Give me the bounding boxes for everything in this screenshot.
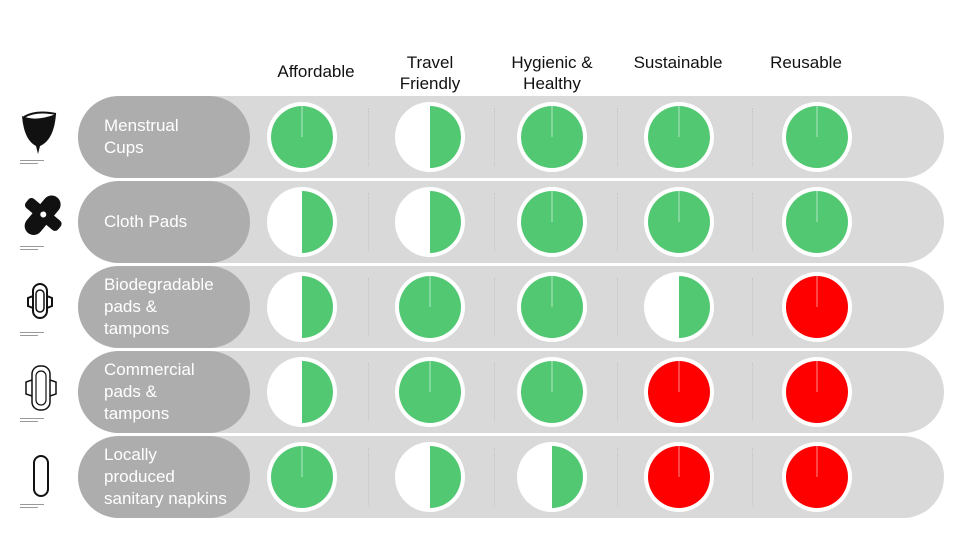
harvey-fill <box>302 276 333 338</box>
harvey-ball-cloth-pads-reusable <box>782 187 852 257</box>
harvey-ball-locally-produced-sanitary-napkins-travel-friendly <box>395 442 465 512</box>
harvey-ball-menstrual-cups-travel-friendly <box>395 102 465 172</box>
cell-divider <box>617 448 618 506</box>
cell-divider <box>617 193 618 251</box>
harvey-ball-commercial-pads-tampons-hygienic-healthy <box>517 357 587 427</box>
cell-divider <box>494 278 495 336</box>
column-header-sustainable: Sustainable <box>633 53 723 72</box>
column-header-affordable: Affordable <box>277 62 355 81</box>
harvey-ball-commercial-pads-tampons-sustainable <box>644 357 714 427</box>
harvey-ball-menstrual-cups-affordable <box>267 102 337 172</box>
cell-divider <box>752 193 753 251</box>
harvey-ball-commercial-pads-tampons-affordable <box>267 357 337 427</box>
harvey-ball-cloth-pads-travel-friendly <box>395 187 465 257</box>
harvey-ball-locally-produced-sanitary-napkins-reusable <box>782 442 852 512</box>
cell-divider <box>617 108 618 166</box>
menstrual-cup-icon <box>20 111 57 164</box>
cell-divider <box>368 278 369 336</box>
cell-divider <box>752 108 753 166</box>
cell-divider <box>752 278 753 336</box>
row-label-cloth-pads: Cloth Pads <box>78 181 250 263</box>
sanitary-napkin-icon <box>20 455 49 508</box>
cell-divider <box>368 108 369 166</box>
cell-divider <box>617 278 618 336</box>
column-header-reusable: Reusable <box>770 53 842 72</box>
harvey-ball-biodegradable-pads-tampons-hygienic-healthy <box>517 272 587 342</box>
harvey-ball-cloth-pads-hygienic-healthy <box>517 187 587 257</box>
harvey-ball-commercial-pads-tampons-reusable <box>782 357 852 427</box>
row-label-commercial: Commercial pads & tampons <box>78 351 250 433</box>
cell-divider <box>752 448 753 506</box>
cell-divider <box>752 363 753 421</box>
harvey-ball-menstrual-cups-sustainable <box>644 102 714 172</box>
commercial-pad-icon <box>20 365 57 422</box>
harvey-fill <box>302 361 333 423</box>
harvey-ball-biodegradable-pads-tampons-reusable <box>782 272 852 342</box>
harvey-ball-locally-produced-sanitary-napkins-sustainable <box>644 442 714 512</box>
harvey-fill <box>430 191 461 253</box>
harvey-fill <box>302 191 333 253</box>
cell-divider <box>494 193 495 251</box>
cell-divider <box>494 448 495 506</box>
harvey-fill <box>679 276 710 338</box>
harvey-ball-menstrual-cups-hygienic-healthy <box>517 102 587 172</box>
harvey-ball-cloth-pads-affordable <box>267 187 337 257</box>
row-label-biodegradable: Biodegradable pads & tampons <box>78 266 250 348</box>
harvey-ball-locally-produced-sanitary-napkins-hygienic-healthy <box>517 442 587 512</box>
row-label-menstrual-cups: Menstrual Cups <box>78 96 250 178</box>
biodegradable-pad-icon <box>20 283 53 336</box>
harvey-fill <box>430 446 461 508</box>
cell-divider <box>368 363 369 421</box>
harvey-ball-locally-produced-sanitary-napkins-affordable <box>267 442 337 512</box>
cloth-pad-icon <box>20 195 62 250</box>
cell-divider <box>494 108 495 166</box>
cell-divider <box>494 363 495 421</box>
harvey-ball-cloth-pads-sustainable <box>644 187 714 257</box>
cell-divider <box>368 193 369 251</box>
harvey-fill <box>552 446 583 508</box>
cell-divider <box>617 363 618 421</box>
harvey-ball-biodegradable-pads-tampons-sustainable <box>644 272 714 342</box>
harvey-fill <box>430 106 461 168</box>
column-header-hygienic-healthy: Hygienic & Healthy <box>511 53 593 93</box>
row-label-local-napkins: Locally produced sanitary napkins <box>78 436 250 518</box>
harvey-ball-menstrual-cups-reusable <box>782 102 852 172</box>
cell-divider <box>368 448 369 506</box>
harvey-ball-commercial-pads-tampons-travel-friendly <box>395 357 465 427</box>
column-header-travel-friendly: Travel Friendly <box>399 53 461 93</box>
harvey-ball-biodegradable-pads-tampons-travel-friendly <box>395 272 465 342</box>
harvey-ball-biodegradable-pads-tampons-affordable <box>267 272 337 342</box>
